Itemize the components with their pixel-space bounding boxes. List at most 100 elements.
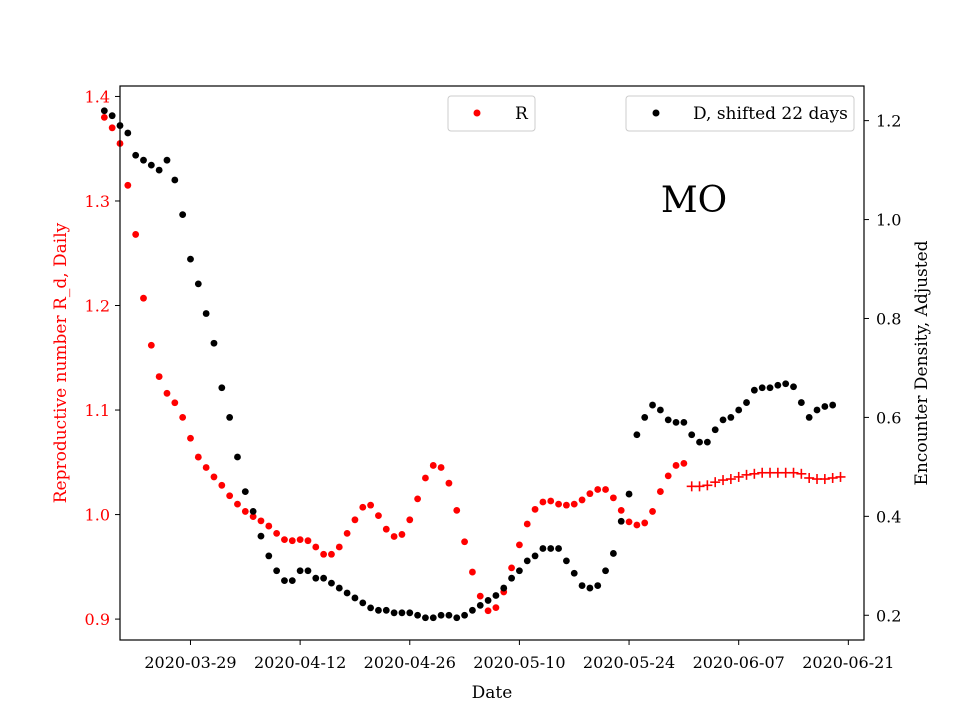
r-point (680, 459, 688, 467)
r-point (218, 481, 226, 489)
d-point (813, 406, 821, 414)
r-point (586, 490, 594, 498)
r-point (304, 537, 312, 545)
d-point (202, 310, 210, 317)
d-point (194, 280, 202, 288)
d-point (320, 574, 328, 582)
r-projected-point (718, 475, 729, 486)
right-y-tick-label: 0.2 (876, 606, 901, 625)
r-projected-point (741, 469, 752, 480)
d-point (234, 453, 241, 461)
d-point (570, 569, 578, 577)
r-point (265, 522, 273, 530)
r-point (422, 474, 429, 482)
d-point (100, 107, 108, 115)
r-point (609, 494, 617, 502)
r-projected-point (788, 467, 799, 478)
left-y-axis-title: Reproductive number R_d, Daily (51, 222, 71, 503)
r-point (382, 525, 390, 533)
r-point (516, 541, 523, 549)
r-point (257, 517, 265, 525)
left-y-tick-label: 1.1 (85, 401, 110, 420)
r-point (602, 486, 609, 493)
d-point (445, 611, 453, 619)
r-point (563, 501, 570, 509)
r-point (531, 505, 539, 513)
r-point (523, 520, 531, 528)
d-point (406, 609, 414, 617)
r-point (210, 473, 218, 481)
d-point (688, 431, 696, 439)
r-point (147, 341, 155, 349)
d-point (218, 384, 226, 392)
r-point (398, 531, 406, 538)
r-point (226, 492, 234, 500)
r-point (351, 516, 359, 524)
r-point (187, 434, 194, 442)
r-point (296, 536, 304, 544)
r-point (100, 113, 108, 121)
d-point (711, 426, 719, 434)
r-projected-point (733, 471, 744, 482)
d-point (351, 594, 359, 602)
legend-r-label: R (515, 104, 529, 124)
d-point (108, 112, 116, 120)
r-point (390, 533, 398, 540)
r-projected-point (819, 474, 830, 485)
r-point (328, 550, 335, 558)
r-point (281, 536, 288, 544)
x-tick-label: 2020-04-12 (254, 653, 346, 672)
r-point (155, 373, 163, 380)
d-point (249, 507, 257, 515)
r-point (578, 496, 586, 504)
d-point (390, 609, 398, 617)
x-tick-label: 2020-05-10 (473, 653, 565, 672)
d-point (539, 545, 547, 552)
d-point (602, 567, 609, 575)
d-point (492, 592, 500, 599)
r-point (124, 181, 132, 189)
d-point (187, 255, 194, 263)
d-point (680, 418, 688, 426)
d-point (696, 438, 703, 446)
d-point (375, 606, 382, 614)
r-point (367, 501, 375, 509)
d-point (124, 129, 132, 137)
d-point (508, 574, 515, 582)
d-point (547, 545, 555, 552)
d-point (821, 403, 829, 410)
r-point (492, 604, 500, 611)
d-point (304, 567, 312, 575)
d-point (641, 414, 649, 421)
d-point (155, 166, 163, 174)
r-point (476, 592, 484, 600)
d-point (469, 606, 476, 614)
x-axis-title: Date (472, 683, 513, 703)
d-point (805, 414, 813, 421)
r-point (445, 479, 453, 487)
d-point (625, 490, 633, 498)
legend-d: D, shifted 22 days (625, 95, 855, 132)
d-point (288, 577, 296, 585)
legend-d-label: D, shifted 22 days (693, 104, 848, 124)
d-point (328, 579, 335, 587)
r-point (140, 294, 147, 302)
legend-r-box (447, 95, 536, 132)
r-point (617, 506, 625, 514)
d-point (257, 532, 265, 540)
r-point (539, 498, 547, 506)
left-y-tick-label: 0.9 (85, 610, 110, 629)
r-point (320, 550, 328, 558)
d-point (296, 567, 304, 575)
d-point (179, 211, 187, 219)
r-point (375, 512, 382, 520)
right-y-axis: 0.2 0.4 0.6 0.8 1.0 1.2 (864, 112, 901, 625)
d-point (281, 577, 288, 585)
r-point (429, 462, 437, 469)
left-y-tick-label: 1.3 (85, 192, 110, 211)
x-tick-label: 2020-06-21 (802, 653, 894, 672)
r-point (547, 497, 555, 505)
d-point (273, 567, 281, 575)
d-point (649, 401, 656, 409)
